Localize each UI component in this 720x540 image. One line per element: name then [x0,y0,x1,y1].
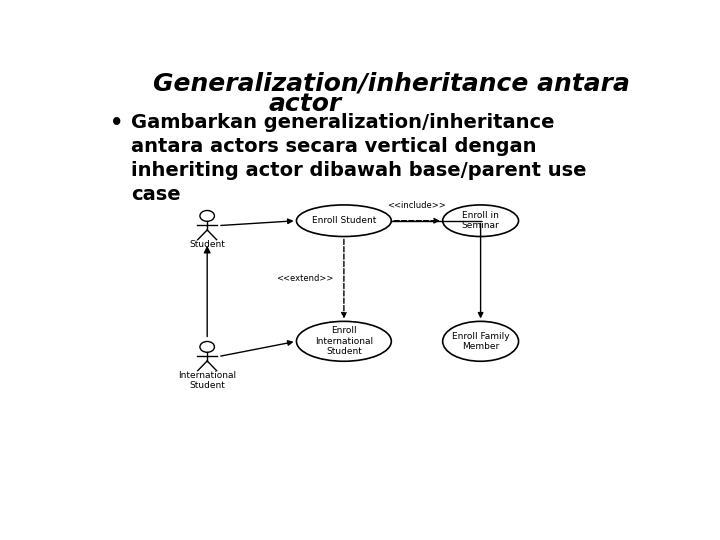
Text: actor: actor [269,92,341,116]
Text: Student: Student [189,240,225,249]
Text: case: case [131,185,180,204]
Text: International
Student: International Student [178,370,236,390]
Text: Generalization/inheritance antara: Generalization/inheritance antara [153,71,630,95]
Text: Enroll Student: Enroll Student [312,216,376,225]
Text: Gambarkan generalization/inheritance: Gambarkan generalization/inheritance [131,113,554,132]
Text: •: • [109,113,123,133]
Text: Enroll in
Seminar: Enroll in Seminar [462,211,500,231]
Text: antara actors secara vertical dengan: antara actors secara vertical dengan [131,137,536,156]
Text: <<extend>>: <<extend>> [276,274,333,284]
Text: <<include>>: <<include>> [387,201,446,210]
Text: Enroll Family
Member: Enroll Family Member [451,332,510,351]
Text: inheriting actor dibawah base/parent use: inheriting actor dibawah base/parent use [131,161,586,180]
Text: Enroll
International
Student: Enroll International Student [315,326,373,356]
